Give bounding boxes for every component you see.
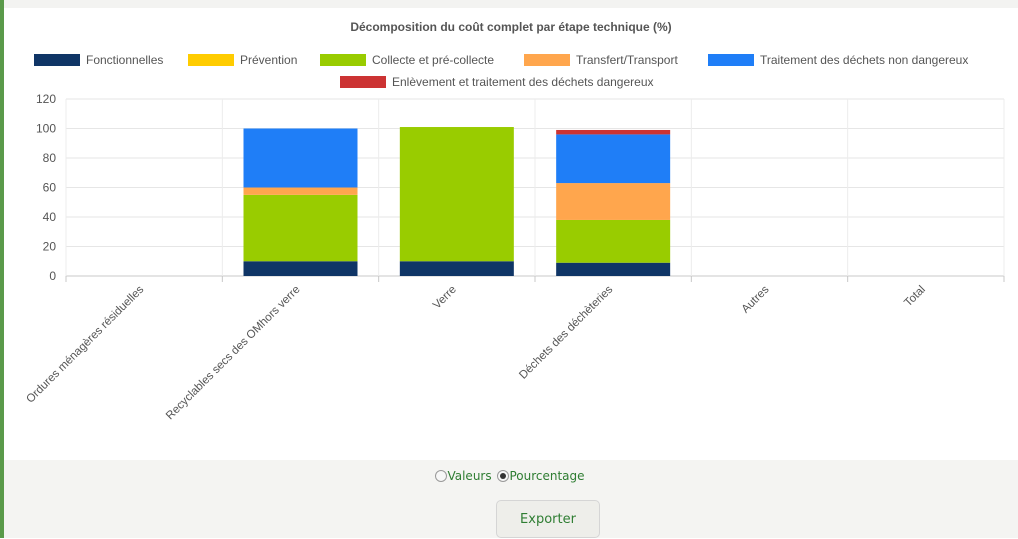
panel-left-border <box>0 0 4 538</box>
export-button[interactable]: Exporter <box>496 500 600 538</box>
bar-segment <box>243 261 358 276</box>
y-tick-label: 80 <box>43 151 57 165</box>
legend-label: Transfert/Transport <box>576 53 678 67</box>
legend-swatch <box>320 54 366 66</box>
x-tick-label: Recyclables secs des OMhors verre <box>164 284 303 423</box>
y-tick-label: 40 <box>43 210 57 224</box>
legend-label: Prévention <box>240 53 298 67</box>
chart-plot: 0 20 40 60 80 100 120 Ordures ménagères résidue… <box>24 92 1005 423</box>
pourcentage-radio[interactable] <box>497 470 510 482</box>
mode-selector: Valeurs Pourcentage <box>4 469 1018 483</box>
legend-label: Traitement des déchets non dangereux <box>760 53 969 67</box>
controls-panel: Valeurs Pourcentage Exporter <box>4 460 1018 538</box>
valeurs-label[interactable]: Valeurs <box>447 469 492 483</box>
pourcentage-label[interactable]: Pourcentage <box>509 469 585 483</box>
bar-segment <box>556 262 671 276</box>
bar-segment <box>556 183 671 220</box>
y-tick-label: 60 <box>43 181 57 195</box>
legend-label: Fonctionnelles <box>86 53 164 67</box>
y-tick-label: 100 <box>36 122 56 136</box>
chart-title: Décomposition du coût complet par étape … <box>350 20 672 34</box>
y-tick-label: 0 <box>49 269 56 283</box>
legend-label: Enlèvement et traitement des déchets dan… <box>392 75 654 89</box>
legend-label: Collecte et pré-collecte <box>372 53 495 67</box>
x-tick-label: Total <box>902 284 928 310</box>
y-tick-label: 20 <box>43 240 57 254</box>
valeurs-radio[interactable] <box>435 470 448 482</box>
bar-segment <box>399 261 514 276</box>
bar-segment <box>243 128 358 188</box>
chart-panel: Décomposition du coût complet par étape … <box>4 8 1018 460</box>
x-tick-label: Déchets des déchèteries <box>517 283 615 381</box>
legend-swatch <box>34 54 80 66</box>
bar-segment <box>556 129 671 135</box>
legend-swatch <box>188 54 234 66</box>
y-tick-label: 120 <box>36 92 56 106</box>
bar-segment <box>243 187 358 195</box>
legend-swatch <box>340 76 386 88</box>
bar-segment <box>556 219 671 263</box>
legend-swatch <box>708 54 754 66</box>
legend-swatch <box>524 54 570 66</box>
bar-segment <box>399 127 514 262</box>
x-tick-label: Verre <box>431 284 459 312</box>
top-band <box>4 0 1018 8</box>
x-tick-label: Autres <box>740 283 772 315</box>
x-tick-label: Ordures ménagères résiduelles <box>24 283 146 405</box>
bar-segment <box>243 194 358 262</box>
bar-segment <box>556 134 671 184</box>
